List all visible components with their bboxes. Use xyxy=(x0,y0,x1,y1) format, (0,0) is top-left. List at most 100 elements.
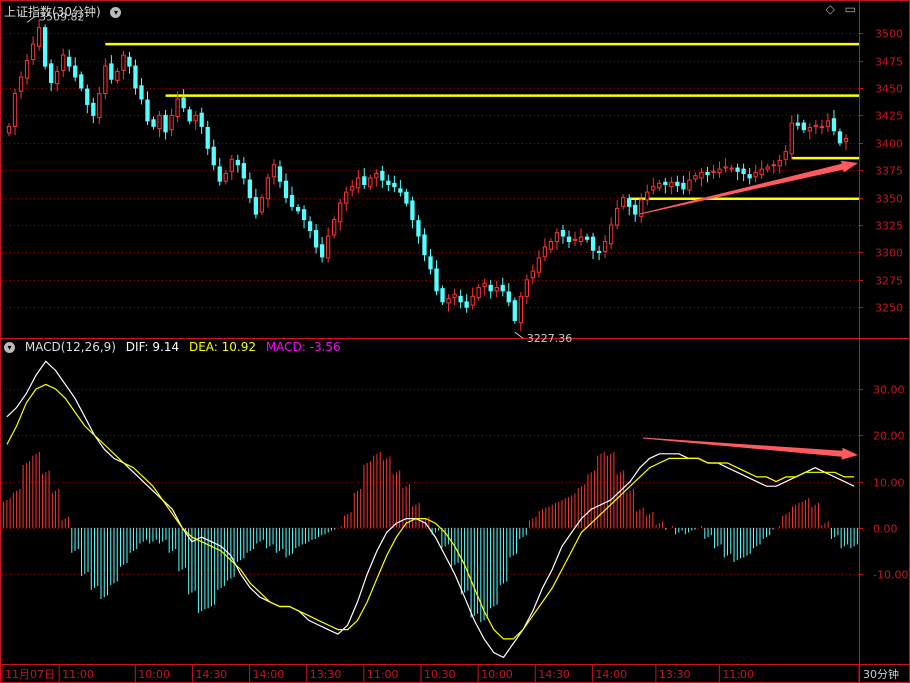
candle-body xyxy=(530,270,536,279)
candle-body xyxy=(777,159,782,167)
candle-body xyxy=(67,56,72,67)
candle-body xyxy=(795,122,800,126)
candle-body xyxy=(289,194,295,207)
candle-body xyxy=(669,181,674,188)
candle-body xyxy=(506,291,511,303)
candle-body xyxy=(464,301,469,308)
candle-body xyxy=(109,63,114,80)
price-trend-arrow xyxy=(639,160,858,215)
candle-body xyxy=(428,256,433,270)
candle-body xyxy=(139,85,144,100)
axis-labels: 3250 3275 3300 3325 3350 3375 3400 3425 3450 3475… xyxy=(1,10,908,683)
candle-body xyxy=(277,166,283,182)
candle-body xyxy=(542,246,548,258)
candle-body xyxy=(121,54,126,71)
candle-body xyxy=(30,43,36,60)
candle-body xyxy=(524,279,529,297)
candle-body xyxy=(404,191,409,204)
extreme-value-label: 3227.36 xyxy=(527,332,573,345)
main-chart-title: 上证指数(30分钟) xyxy=(4,5,101,19)
price-tick-label: 3400 xyxy=(875,138,903,151)
extreme-value-label: 3509.82 xyxy=(39,10,84,23)
candle-body xyxy=(103,65,108,94)
price-tick-label: 3425 xyxy=(875,110,903,123)
candle-body xyxy=(705,171,710,176)
window-icon[interactable]: ▭ xyxy=(844,2,856,16)
macd-dea-label: DEA: 10.92 xyxy=(188,340,256,354)
candle-body xyxy=(344,191,349,204)
candle-body xyxy=(133,65,138,89)
candle-body xyxy=(356,177,361,189)
diamond-icon[interactable]: ◇ xyxy=(825,2,835,16)
candle-body xyxy=(747,174,752,179)
candle-body xyxy=(645,191,650,201)
macd-dif-label: DIF: 9.14 xyxy=(125,340,180,354)
candle-body xyxy=(163,114,168,133)
candle-body xyxy=(332,219,337,236)
candle-body xyxy=(554,232,560,243)
candle-body xyxy=(229,158,234,172)
price-tick-label: 3300 xyxy=(875,247,903,260)
candle-body xyxy=(295,207,301,212)
candle-body xyxy=(813,124,819,127)
candle-body xyxy=(169,114,174,131)
macd-tick-label: 30.00 xyxy=(873,384,905,397)
candle-body xyxy=(91,102,96,116)
candle-body xyxy=(440,288,445,303)
candle-body xyxy=(825,120,831,127)
candle-body xyxy=(512,300,517,321)
candle-body xyxy=(24,60,30,79)
candle-body xyxy=(627,198,632,207)
candle-body xyxy=(368,177,373,188)
candle-body xyxy=(42,27,48,67)
candle-body xyxy=(392,182,397,188)
candle-body xyxy=(831,118,837,132)
price-tick-label: 3250 xyxy=(875,302,903,315)
candle-body xyxy=(6,125,12,134)
candle-body xyxy=(18,76,24,92)
candle-body xyxy=(193,114,198,122)
candle-body xyxy=(819,125,825,128)
grid-lines xyxy=(2,33,859,575)
macd-value-label: MACD: -3.56 xyxy=(265,340,341,354)
x-tick-label: 14:00 xyxy=(595,668,627,681)
candle-body xyxy=(681,182,686,190)
candle-body xyxy=(657,182,662,189)
candle-body xyxy=(362,176,367,185)
candle-body xyxy=(494,287,499,292)
candle-body xyxy=(319,244,325,258)
candle-body xyxy=(560,230,566,237)
chevron-down-icon[interactable]: ▾ xyxy=(4,342,15,353)
candle-body xyxy=(717,168,722,173)
candle-body xyxy=(97,92,102,119)
candle-body xyxy=(187,109,192,122)
candle-body xyxy=(145,99,150,122)
period-label: 30分钟 xyxy=(863,667,899,681)
candle-body xyxy=(410,200,415,221)
macd-tick-label: 20.00 xyxy=(873,430,905,443)
candle-body xyxy=(271,164,277,178)
candle-body xyxy=(422,234,427,256)
chevron-down-icon[interactable]: ▾ xyxy=(110,7,122,18)
candle-body xyxy=(217,166,222,182)
candle-body xyxy=(241,163,246,179)
candle-body xyxy=(446,298,451,304)
support-resistance-lines xyxy=(105,42,859,200)
macd-tick-label: -10.00 xyxy=(873,569,908,582)
candle-body xyxy=(536,257,542,273)
x-tick-label: 11月07日 xyxy=(5,668,55,681)
macd-name: MACD(12,26,9) xyxy=(24,340,116,354)
candle-body xyxy=(61,54,66,71)
candle-body xyxy=(115,71,120,81)
price-tick-label: 3450 xyxy=(875,83,903,96)
main-chart-header: 上证指数(30分钟) ▾ xyxy=(4,3,127,20)
candle-body xyxy=(602,241,608,252)
price-tick-label: 3475 xyxy=(875,56,903,69)
candle-body xyxy=(386,180,391,185)
macd-tick-label: 0.00 xyxy=(873,523,898,536)
candle-body xyxy=(338,202,343,223)
candle-body xyxy=(741,168,746,175)
candle-body xyxy=(247,179,253,199)
candle-body xyxy=(458,295,463,303)
candle-body xyxy=(488,284,493,292)
